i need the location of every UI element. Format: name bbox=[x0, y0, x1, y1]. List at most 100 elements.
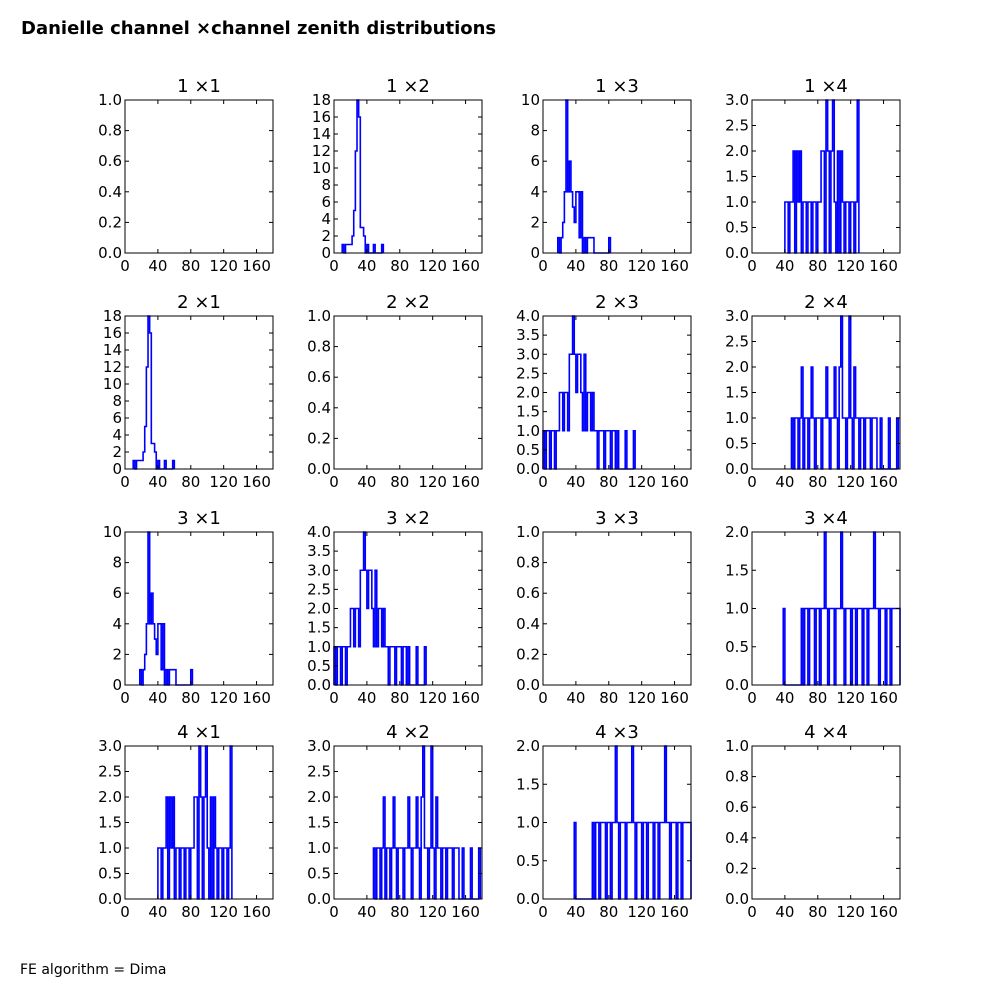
x-tick-label: 0 bbox=[747, 689, 757, 707]
footnote: FE algorithm = Dima bbox=[20, 962, 167, 978]
y-tick-label: 1.0 bbox=[307, 839, 331, 857]
figure-title: Danielle channel ×channel zenith distrib… bbox=[21, 18, 497, 39]
subplot-title: 3 ×1 bbox=[177, 508, 221, 529]
x-tick-label: 80 bbox=[808, 903, 827, 921]
x-tick-label: 80 bbox=[390, 473, 409, 491]
y-tick-label: 0.0 bbox=[307, 460, 331, 478]
histogram-series bbox=[790, 315, 900, 470]
y-tick-label: 2.0 bbox=[725, 358, 749, 376]
y-tick-label: 2.5 bbox=[725, 117, 749, 135]
x-tick-label: 0 bbox=[538, 473, 548, 491]
x-tick-label: 0 bbox=[538, 257, 548, 275]
y-tick-label: 18 bbox=[312, 91, 331, 109]
y-tick-label: 8 bbox=[321, 176, 331, 194]
y-tick-label: 4.0 bbox=[516, 307, 540, 325]
y-tick-label: 16 bbox=[312, 108, 331, 126]
y-tick-label: 10 bbox=[312, 159, 331, 177]
y-tick-label: 1.5 bbox=[307, 814, 331, 832]
axes-frame bbox=[333, 99, 483, 254]
x-tick-label: 40 bbox=[566, 473, 585, 491]
y-tick-label: 10 bbox=[103, 375, 122, 393]
x-tick-label: 80 bbox=[599, 473, 618, 491]
x-tick-label: 0 bbox=[329, 903, 339, 921]
subplot-1-3: 1 ×3 0 40 80 120 160 0 2 4 6 8 10 bbox=[521, 76, 692, 275]
y-tick-label: 8 bbox=[112, 392, 122, 410]
y-tick-label: 0.2 bbox=[307, 429, 331, 447]
x-tick-label: 160 bbox=[869, 473, 898, 491]
y-tick-label: 0.4 bbox=[98, 183, 122, 201]
x-tick-label: 0 bbox=[329, 257, 339, 275]
x-tick-label: 40 bbox=[148, 903, 167, 921]
y-tick-label: 2.0 bbox=[516, 737, 540, 755]
histogram-series bbox=[157, 745, 233, 900]
y-tick-label: 3.5 bbox=[516, 326, 540, 344]
y-tick-label: 0.6 bbox=[98, 152, 122, 170]
subplot-title: 4 ×3 bbox=[595, 722, 639, 743]
subplot-2-4: 2 ×4 0 40 80 120 160 0.0 0.5 1.0 1.5 2.0 2.5 3.0 bbox=[725, 292, 901, 491]
y-tick-label: 0.0 bbox=[516, 890, 540, 908]
x-tick-label: 160 bbox=[660, 903, 689, 921]
y-tick-label: 2 bbox=[321, 227, 331, 245]
y-tick-label: 10 bbox=[521, 91, 540, 109]
x-tick-label: 40 bbox=[775, 903, 794, 921]
axes-frame bbox=[124, 315, 274, 470]
y-tick-label: 3.0 bbox=[307, 561, 331, 579]
y-tick-label: 14 bbox=[103, 341, 122, 359]
histogram-series bbox=[557, 99, 612, 254]
y-tick-label: 1.0 bbox=[307, 638, 331, 656]
x-tick-label: 80 bbox=[390, 689, 409, 707]
y-tick-label: 0.5 bbox=[725, 638, 749, 656]
subplot-title: 4 ×4 bbox=[804, 722, 848, 743]
x-tick-label: 160 bbox=[242, 473, 271, 491]
x-tick-label: 80 bbox=[599, 257, 618, 275]
y-tick-label: 2.5 bbox=[516, 364, 540, 382]
x-tick-label: 120 bbox=[627, 903, 656, 921]
y-tick-label: 0.8 bbox=[307, 338, 331, 356]
subplot-4-2: 4 ×2 0 40 80 120 160 0.0 0.5 1.0 1.5 2.0 2.5 3.0 bbox=[307, 722, 483, 921]
y-tick-label: 1.0 bbox=[725, 409, 749, 427]
subplot-2-2: 2 ×2 0 40 80 120 160 0.0 0.2 0.4 0.6 0.8 1.0 bbox=[307, 292, 483, 491]
x-tick-label: 120 bbox=[418, 257, 447, 275]
x-tick-label: 40 bbox=[357, 257, 376, 275]
y-tick-label: 6 bbox=[321, 193, 331, 211]
x-tick-label: 40 bbox=[357, 903, 376, 921]
y-tick-label: 2.5 bbox=[307, 763, 331, 781]
histogram-series bbox=[139, 531, 194, 686]
y-tick-label: 4.0 bbox=[307, 523, 331, 541]
y-tick-label: 1.0 bbox=[725, 600, 749, 618]
x-tick-label: 160 bbox=[242, 903, 271, 921]
x-tick-label: 120 bbox=[209, 903, 238, 921]
y-tick-label: 0.0 bbox=[516, 460, 540, 478]
y-tick-label: 1.5 bbox=[98, 814, 122, 832]
x-tick-label: 120 bbox=[836, 903, 865, 921]
y-tick-label: 10 bbox=[103, 523, 122, 541]
y-tick-label: 0.5 bbox=[725, 219, 749, 237]
y-tick-label: 2.0 bbox=[516, 384, 540, 402]
y-tick-label: 2.5 bbox=[725, 333, 749, 351]
y-tick-label: 0.5 bbox=[516, 441, 540, 459]
histogram-series bbox=[573, 745, 692, 900]
subplot-3-1: 3 ×1 0 40 80 120 160 0 2 4 6 8 10 bbox=[103, 508, 274, 707]
x-tick-label: 80 bbox=[390, 903, 409, 921]
x-tick-label: 120 bbox=[209, 689, 238, 707]
histogram-series bbox=[341, 99, 385, 254]
y-tick-label: 1.0 bbox=[98, 839, 122, 857]
x-tick-label: 0 bbox=[538, 689, 548, 707]
axes-frame bbox=[542, 99, 692, 254]
x-tick-label: 160 bbox=[660, 257, 689, 275]
y-tick-label: 0.4 bbox=[725, 829, 749, 847]
axes-frame bbox=[124, 531, 274, 686]
y-tick-label: 3.0 bbox=[516, 345, 540, 363]
x-tick-label: 0 bbox=[329, 689, 339, 707]
y-tick-label: 2 bbox=[112, 645, 122, 663]
subplot-1-4: 1 ×4 0 40 80 120 160 0.0 0.5 1.0 1.5 2.0 2.5 3.0 bbox=[725, 76, 901, 275]
y-tick-label: 1.5 bbox=[725, 168, 749, 186]
y-tick-label: 0 bbox=[321, 244, 331, 262]
y-tick-label: 4 bbox=[112, 615, 122, 633]
y-tick-label: 16 bbox=[103, 324, 122, 342]
y-tick-label: 3.0 bbox=[725, 307, 749, 325]
subplot-title: 3 ×4 bbox=[804, 508, 848, 529]
subplot-title: 2 ×3 bbox=[595, 292, 639, 313]
x-tick-label: 40 bbox=[357, 689, 376, 707]
y-tick-label: 2.5 bbox=[98, 763, 122, 781]
